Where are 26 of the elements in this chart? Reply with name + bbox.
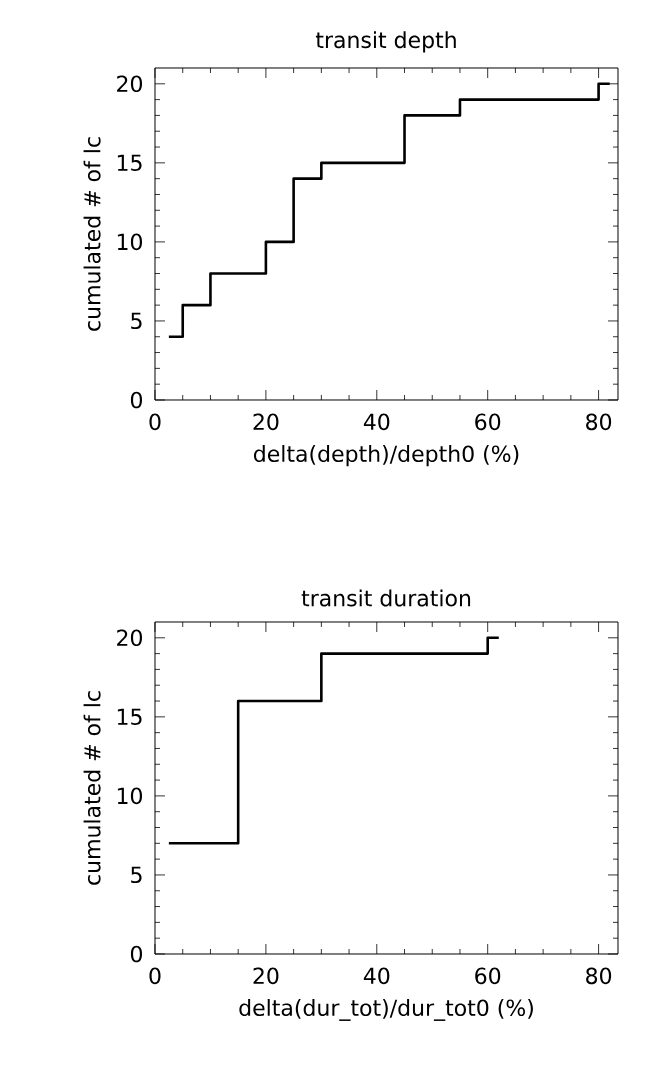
y-tick-label: 0 [130,945,142,963]
x-tick-label: 0 [149,967,161,985]
y-tick-label: 15 [117,708,142,726]
x-tick-label: 0 [149,413,161,431]
y-axis-title: cumulated # of lc [83,691,101,885]
x-tick-label: 20 [253,967,279,985]
y-tick-label: 5 [131,866,142,884]
x-axis-title: delta(dur_tot)/dur_tot0 (%) [239,999,533,1021]
x-tick-label: 60 [475,413,501,431]
x-tick-label: 60 [475,967,501,985]
chart-title: transit duration [301,589,471,607]
x-tick-label: 40 [363,967,390,985]
y-tick-label: 5 [131,312,142,330]
x-tick-label: 80 [586,413,612,431]
x-axis-title: delta(depth)/depth0 (%) [254,445,519,467]
y-tick-label: 15 [117,154,142,172]
y-axis-title: cumulated # of lc [83,137,101,331]
y-tick-label: 0 [130,391,142,409]
y-tick-label: 10 [117,787,142,805]
x-tick-label: 20 [253,413,279,431]
y-tick-label: 20 [117,75,142,93]
x-tick-label: 80 [586,967,612,985]
x-tick-label: 40 [363,413,390,431]
y-tick-label: 20 [117,629,142,647]
y-tick-label: 10 [117,233,142,251]
chart-title: transit depth [315,31,456,53]
